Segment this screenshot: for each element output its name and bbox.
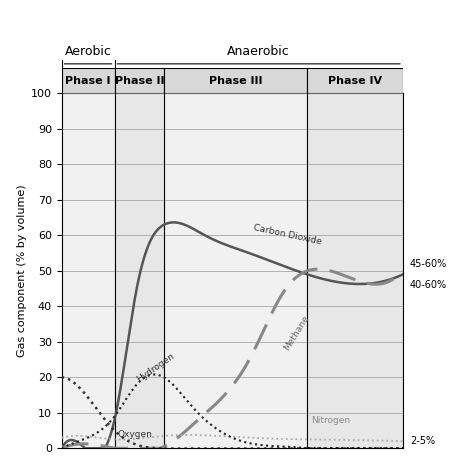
Text: Hydrogen: Hydrogen: [135, 352, 176, 384]
Bar: [307, 93, 403, 448]
Bar: [307, 68, 403, 93]
Bar: [115, 93, 164, 448]
Bar: [164, 93, 307, 448]
Text: 45-60%: 45-60%: [410, 259, 447, 269]
Text: 40-60%: 40-60%: [410, 280, 447, 290]
Y-axis label: Gas component (% by volume): Gas component (% by volume): [17, 184, 27, 357]
Bar: [164, 68, 307, 93]
Text: 2-5%: 2-5%: [410, 436, 435, 446]
Text: Methane: Methane: [282, 314, 310, 353]
Text: Phase I: Phase I: [65, 76, 111, 85]
Text: Phase II: Phase II: [115, 76, 164, 85]
Text: Phase III: Phase III: [209, 76, 263, 85]
Text: Phase IV: Phase IV: [328, 76, 382, 85]
Text: Anaerobic: Anaerobic: [228, 44, 290, 57]
Text: Nitrogen: Nitrogen: [311, 416, 350, 425]
Bar: [62, 68, 115, 93]
Bar: [62, 93, 115, 448]
Bar: [115, 68, 164, 93]
Text: Oxygen: Oxygen: [118, 431, 153, 439]
Text: Aerobic: Aerobic: [64, 44, 111, 57]
Text: Carbon Dioxide: Carbon Dioxide: [253, 223, 323, 246]
